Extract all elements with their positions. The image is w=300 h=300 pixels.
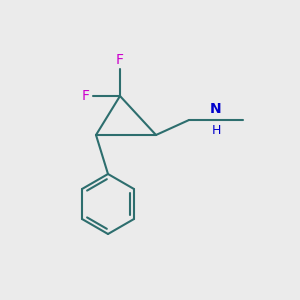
Text: F: F — [82, 89, 90, 103]
Text: H: H — [211, 124, 221, 136]
Text: N: N — [210, 102, 222, 116]
Text: F: F — [116, 53, 124, 68]
